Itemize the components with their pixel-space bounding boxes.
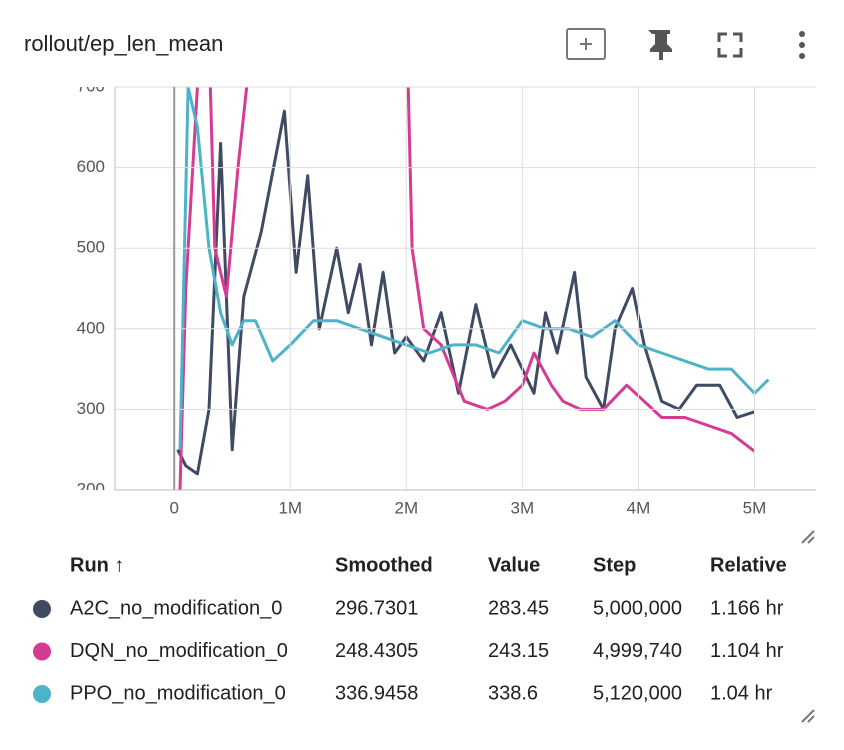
- x-tick-label: 0: [169, 498, 178, 517]
- series-line: [176, 109, 755, 476]
- resize-handle[interactable]: [801, 530, 815, 544]
- table-cell: 1.166 hr: [710, 597, 784, 619]
- column-header: Value: [488, 554, 540, 576]
- card-title: rollout/ep_len_mean: [24, 31, 223, 56]
- column-header: Run ↑: [70, 554, 124, 576]
- table-cell: 1.04 hr: [710, 682, 773, 704]
- run-name: DQN_no_modification_0: [70, 640, 288, 662]
- x-tick-label: 4M: [627, 498, 651, 517]
- y-tick-label: 600: [77, 157, 105, 176]
- column-header: Relative: [710, 554, 787, 576]
- table-cell: 5,000,000: [593, 597, 682, 619]
- legend-dot: [33, 685, 51, 703]
- more-icon[interactable]: [799, 31, 805, 59]
- y-tick-label: 500: [77, 238, 105, 257]
- series-line: [178, 87, 756, 490]
- table-cell: 4,999,740: [593, 640, 682, 662]
- table-cell: 336.9458: [335, 682, 418, 704]
- y-tick-label: 300: [77, 399, 105, 418]
- x-tick-label: 1M: [278, 498, 302, 517]
- table-cell: 1.104 hr: [710, 640, 784, 662]
- fit-icon[interactable]: [566, 28, 606, 60]
- resize-handle[interactable]: [801, 709, 815, 723]
- table-cell: 283.45: [488, 597, 549, 619]
- table-cell: 338.6: [488, 682, 538, 704]
- table-cell: 248.4305: [335, 640, 418, 662]
- y-tick-label: 700: [77, 76, 105, 95]
- table-cell: 243.15: [488, 640, 549, 662]
- y-tick-label: 400: [77, 318, 105, 337]
- plot-clip: [176, 87, 770, 490]
- run-table: Run ↑ Smoothed Value Step Relative A2C_no_mod…: [33, 554, 787, 704]
- pin-icon[interactable]: [648, 30, 672, 60]
- run-name: PPO_no_modification_0: [70, 682, 286, 704]
- table-cell: 5,120,000: [593, 682, 682, 704]
- plot: 200 300 400 500 600 700 0 1M 2M 3M 4M 5M: [77, 76, 816, 517]
- x-tick-label: 3M: [511, 498, 535, 517]
- table-cell: 296.7301: [335, 597, 418, 619]
- legend-dot: [33, 600, 51, 618]
- x-tick-label: 5M: [743, 498, 767, 517]
- fullscreen-icon[interactable]: [717, 32, 743, 58]
- y-tick-label: 200: [77, 479, 105, 498]
- column-header: Step: [593, 554, 636, 576]
- series-line: [178, 87, 770, 450]
- x-tick-label: 2M: [394, 498, 418, 517]
- legend-dot: [33, 642, 51, 661]
- run-name: A2C_no_modification_0: [70, 597, 282, 619]
- column-header: Smoothed: [335, 554, 433, 576]
